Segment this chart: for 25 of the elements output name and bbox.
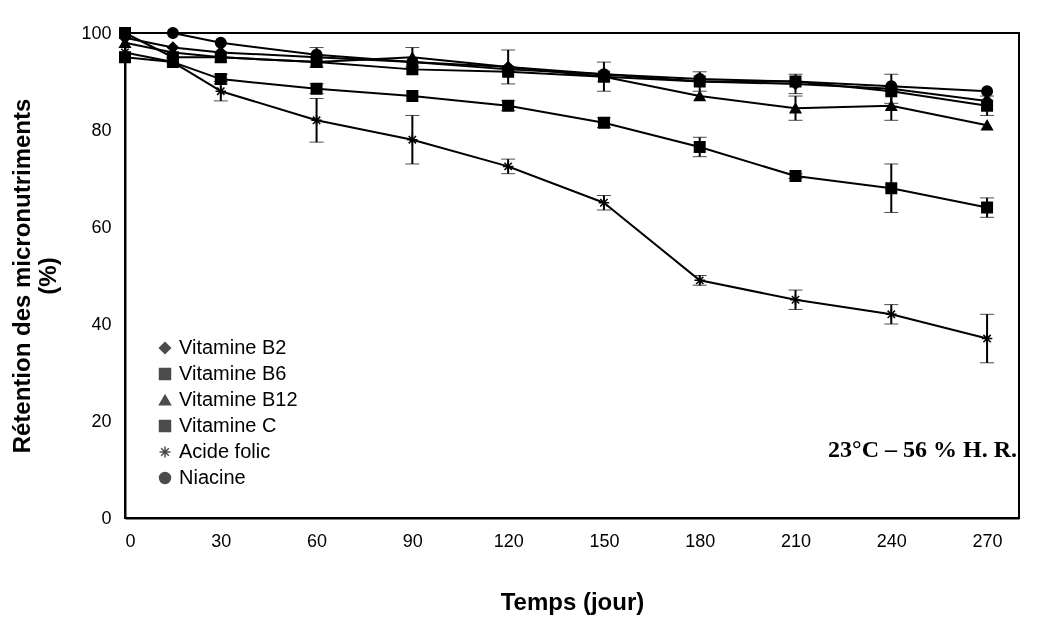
y-tick-label: 80 (91, 119, 112, 140)
y-tick-label: 100 (81, 22, 112, 43)
y-tick-label: 0 (101, 507, 112, 528)
annotation: 23°C – 56 % H. R. (828, 436, 1017, 463)
x-tick-label: 270 (972, 530, 1003, 551)
y-tick-label: 20 (91, 410, 112, 431)
x-tick-label: 180 (685, 530, 716, 551)
x-axis-title: Temps (jour) (500, 587, 645, 615)
x-tick-label: 0 (125, 530, 136, 551)
legend-label: Acide folic (179, 440, 271, 462)
x-tick-label: 210 (780, 530, 812, 551)
x-tick-label: 120 (493, 530, 524, 551)
y-tick-label: 40 (91, 313, 112, 334)
legend-label: Niacine (179, 466, 246, 488)
x-tick-label: 60 (307, 530, 328, 551)
legend-label: Vitamine B6 (179, 362, 287, 384)
legend-label: Vitamine B2 (179, 336, 287, 358)
y-axis-title: Rétention des micronutriments (%) (8, 98, 62, 454)
y-tick-label: 60 (91, 216, 112, 237)
x-tick-label: 150 (589, 530, 620, 551)
legend-label: Vitamine B12 (179, 388, 298, 410)
x-tick-label: 240 (876, 530, 907, 551)
x-tick-label: 30 (211, 530, 232, 551)
x-tick-label: 90 (402, 530, 423, 551)
legend-label: Vitamine C (179, 414, 277, 436)
